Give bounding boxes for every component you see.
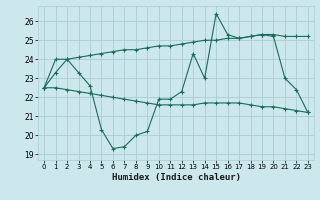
X-axis label: Humidex (Indice chaleur): Humidex (Indice chaleur) [111,173,241,182]
